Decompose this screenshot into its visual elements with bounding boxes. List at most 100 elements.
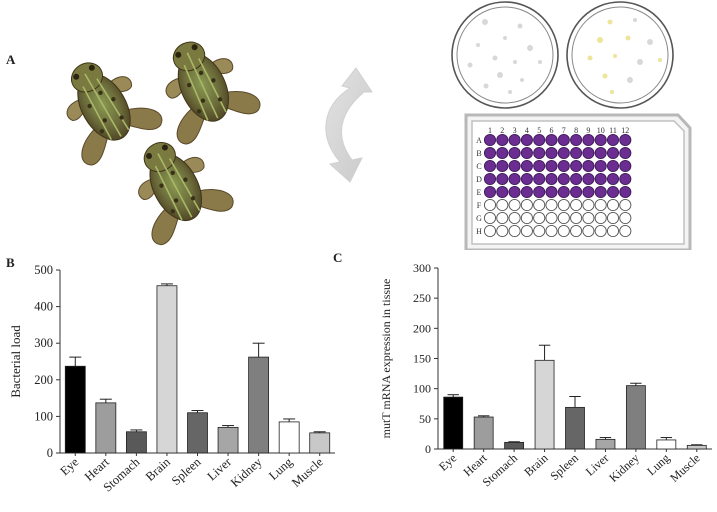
- plate-well: [619, 172, 632, 186]
- colony-8: [637, 59, 643, 65]
- colony-2: [517, 23, 523, 29]
- frog-image-2: [165, 41, 261, 145]
- plate-well: [619, 159, 632, 173]
- colony-6: [492, 55, 498, 61]
- bar-heart: [473, 416, 494, 450]
- plate-well: [496, 185, 509, 199]
- plate-well: [496, 172, 509, 186]
- plate-row-label: G: [476, 214, 482, 223]
- plate-well: [582, 146, 595, 160]
- bar-liver: [217, 426, 239, 454]
- plate-well: [533, 198, 546, 212]
- bar-stomach: [125, 431, 147, 454]
- colony-8: [538, 60, 542, 64]
- plate-well: [533, 146, 546, 160]
- colony-1: [482, 19, 488, 25]
- bar-eye: [64, 365, 86, 454]
- bar-liver: [595, 438, 616, 450]
- plate-well: [594, 198, 607, 212]
- x-tick-label: Muscle: [289, 455, 326, 490]
- plate-row-label: A: [476, 136, 482, 145]
- plate-well: [545, 198, 558, 212]
- colony-5: [647, 39, 653, 45]
- colony-12: [610, 90, 614, 94]
- plate-well: [570, 185, 583, 199]
- plate-well: [520, 185, 533, 199]
- plate-well: [520, 172, 533, 186]
- x-tick-label: Eye: [436, 451, 459, 474]
- plate-well: [619, 133, 632, 147]
- y-tick-label: 0: [425, 442, 431, 456]
- bar-heart: [95, 402, 117, 454]
- y-tick-label: 200: [34, 373, 53, 387]
- plate-well: [606, 211, 620, 225]
- plate-row-label: B: [476, 149, 481, 158]
- plate-well: [619, 211, 632, 225]
- colony-9: [467, 62, 473, 68]
- plate-well: [508, 159, 521, 173]
- y-tick-label: 100: [34, 409, 53, 423]
- bar-lung: [656, 439, 677, 450]
- x-tick-label: Kidney: [228, 454, 265, 490]
- plate-well: [533, 224, 546, 238]
- colony-7: [613, 54, 617, 58]
- plate-well: [533, 159, 546, 173]
- plate-well: [570, 146, 583, 160]
- y-tick-label: 100: [413, 382, 431, 396]
- colony-4: [625, 35, 631, 41]
- plate-well: [496, 211, 509, 225]
- plate-well: [483, 224, 497, 238]
- plate-well: [606, 133, 620, 147]
- plate-well: [619, 224, 632, 238]
- plate-well: [606, 185, 620, 199]
- plate-well: [520, 211, 533, 225]
- petri-dish-right: [566, 1, 674, 109]
- plate-well: [582, 159, 595, 173]
- plate-well: [606, 146, 620, 160]
- frog-image-1: [66, 62, 163, 166]
- bar-brain: [156, 285, 178, 454]
- plate-well: [557, 211, 570, 225]
- x-tick-label: Eye: [57, 455, 81, 479]
- plate-well: [570, 211, 583, 225]
- bar-muscle: [686, 444, 707, 450]
- bar-spleen: [565, 406, 585, 450]
- plate-well: [545, 211, 558, 225]
- plate-well: [606, 224, 620, 238]
- plate-well: [582, 198, 595, 212]
- plate-well: [520, 159, 533, 173]
- plate-column-label: 1: [488, 126, 492, 135]
- plate-well: [570, 133, 583, 147]
- plate-well: [557, 198, 570, 212]
- plate-well: [496, 133, 509, 147]
- plate-well: [508, 185, 521, 199]
- colony-7: [513, 60, 517, 64]
- y-tick-label: 500: [34, 263, 53, 277]
- plate-well: [483, 172, 497, 186]
- plate-row-label: D: [476, 175, 482, 184]
- colony-2: [633, 18, 637, 22]
- plate-well: [594, 146, 607, 160]
- plate-well: [520, 198, 533, 212]
- plate-well: [520, 133, 533, 147]
- curved-arrow-icon: [325, 67, 373, 183]
- plate-well: [619, 185, 632, 199]
- plate-column-label: 4: [525, 126, 529, 135]
- panel-label-a: A: [6, 52, 16, 67]
- colony-13: [508, 90, 512, 94]
- x-tick-label: Spleen: [169, 454, 204, 488]
- plate-well: [557, 133, 570, 147]
- plate-column-label: 6: [550, 126, 554, 135]
- plate-well: [594, 185, 607, 199]
- y-tick-label: 300: [413, 261, 431, 275]
- plate-well: [582, 224, 595, 238]
- plate-row-label: C: [476, 162, 481, 171]
- plate-well: [582, 172, 595, 186]
- bar-muscle: [309, 432, 331, 454]
- bar-eye: [443, 396, 464, 450]
- plate-well: [533, 211, 546, 225]
- plate-well: [508, 198, 521, 212]
- plate-well: [483, 211, 497, 225]
- panel-label-b: B: [6, 255, 15, 270]
